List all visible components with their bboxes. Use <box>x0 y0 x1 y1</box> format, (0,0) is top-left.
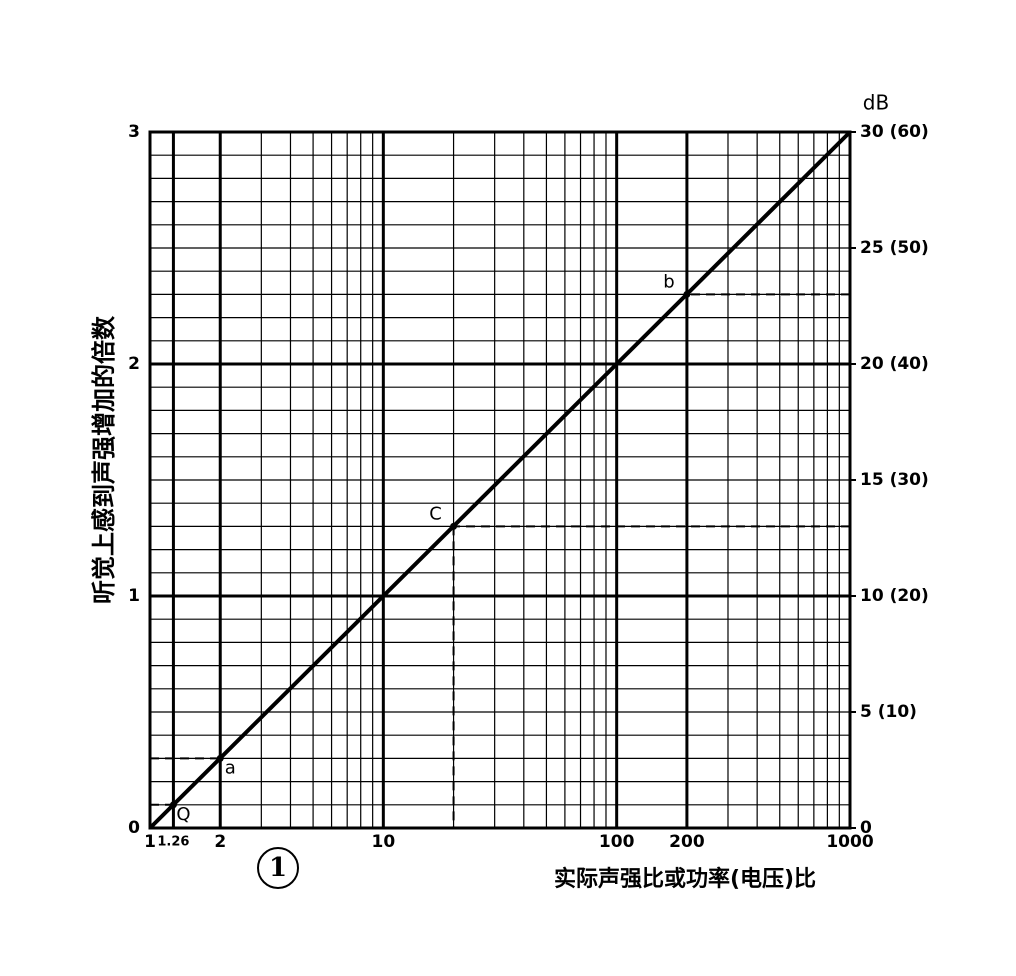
series-line <box>148 130 852 830</box>
y-tick-label: 0 <box>128 818 140 838</box>
annotation-label: b <box>663 271 674 292</box>
x-tick-label: 1.26 <box>157 835 189 850</box>
x-tick-label: 1 <box>144 832 156 852</box>
y-tick-label: 2 <box>128 354 140 374</box>
figure-label: 1 <box>269 853 287 883</box>
x-tick-label: 10 <box>371 832 395 852</box>
y2-tick-label: 15 (30) <box>860 470 929 490</box>
annotation-label: a <box>225 757 236 778</box>
y2-tick-label: 10 (20) <box>860 586 929 606</box>
y-tick-label: 3 <box>128 122 140 142</box>
figure-circle <box>257 847 299 889</box>
plot-frame <box>148 130 852 830</box>
y2-tick-label: 5 (10) <box>860 702 917 722</box>
y2-tick-label: 20 (40) <box>860 354 929 374</box>
x-tick-label: 2 <box>214 832 226 852</box>
y-tick-label: 1 <box>128 586 140 606</box>
x-axis-label: 实际声强比或功率(电压)比 <box>554 866 816 892</box>
annotation-label: Q <box>176 804 190 825</box>
x-tick-label: 1000 <box>826 832 873 852</box>
x-tick-label: 100 <box>599 832 635 852</box>
annotation-label: C <box>429 503 442 524</box>
x-tick-label: 200 <box>669 832 705 852</box>
y2-tick-label: 0 <box>860 818 872 838</box>
y2-tick-label: 30 (60) <box>860 122 929 142</box>
y2-tick-label: 25 (50) <box>860 238 929 258</box>
y-axis-label: 听觉上感到声强增加的倍数 <box>90 315 118 604</box>
y2-axis-label: dB <box>863 91 889 115</box>
